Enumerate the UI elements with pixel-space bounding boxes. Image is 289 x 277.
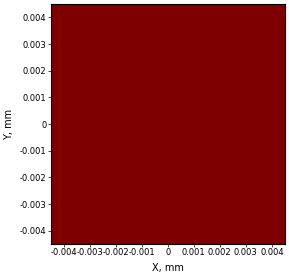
Y-axis label: Y, mm: Y, mm — [4, 109, 14, 140]
X-axis label: X, mm: X, mm — [152, 263, 184, 273]
